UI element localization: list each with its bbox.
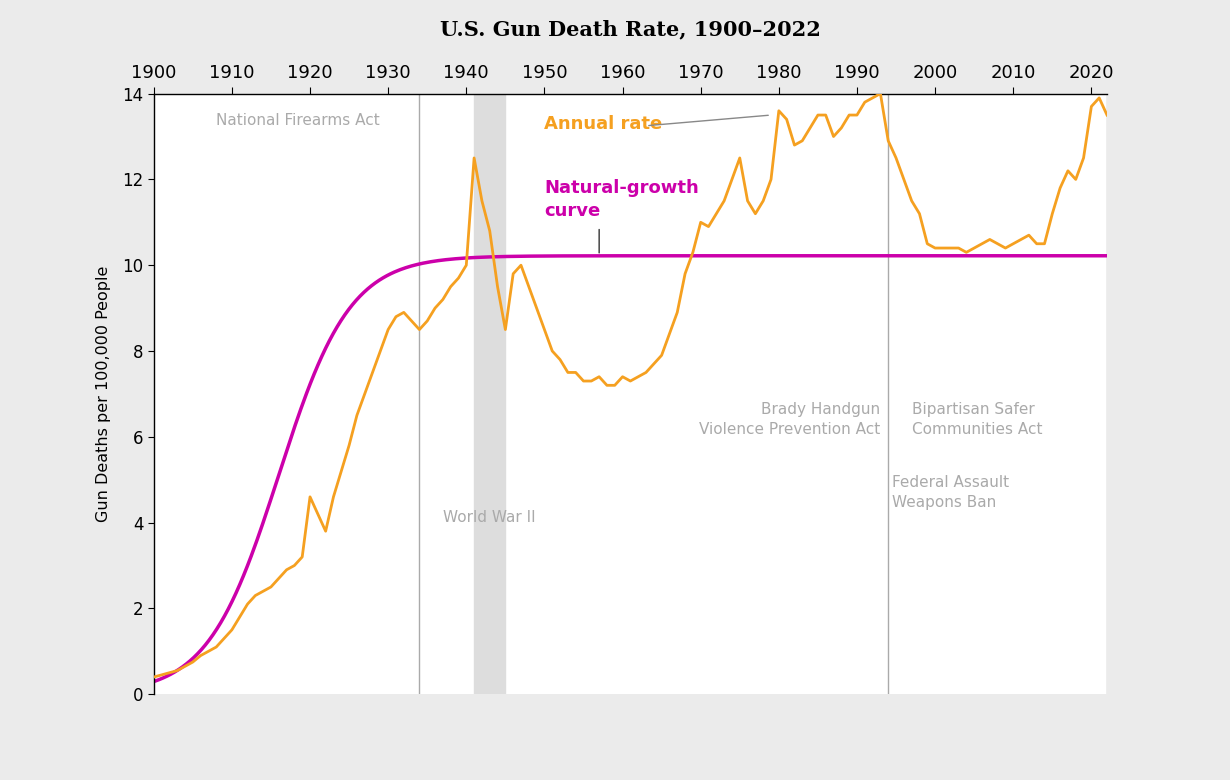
Bar xyxy=(474,94,506,694)
Text: Brady Handgun
Violence Prevention Act: Brady Handgun Violence Prevention Act xyxy=(699,402,881,438)
Text: World War II: World War II xyxy=(444,510,536,525)
Text: National Firearms Act: National Firearms Act xyxy=(216,113,380,128)
Text: Natural-growth
curve: Natural-growth curve xyxy=(545,179,699,220)
Y-axis label: Gun Deaths per 100,000 People: Gun Deaths per 100,000 People xyxy=(96,266,111,522)
Text: Bipartisan Safer
Communities Act: Bipartisan Safer Communities Act xyxy=(911,402,1042,438)
Title: U.S. Gun Death Rate, 1900–2022: U.S. Gun Death Rate, 1900–2022 xyxy=(440,20,820,39)
Text: Federal Assault
Weapons Ban: Federal Assault Weapons Ban xyxy=(892,476,1010,510)
Text: Annual rate: Annual rate xyxy=(545,115,663,133)
